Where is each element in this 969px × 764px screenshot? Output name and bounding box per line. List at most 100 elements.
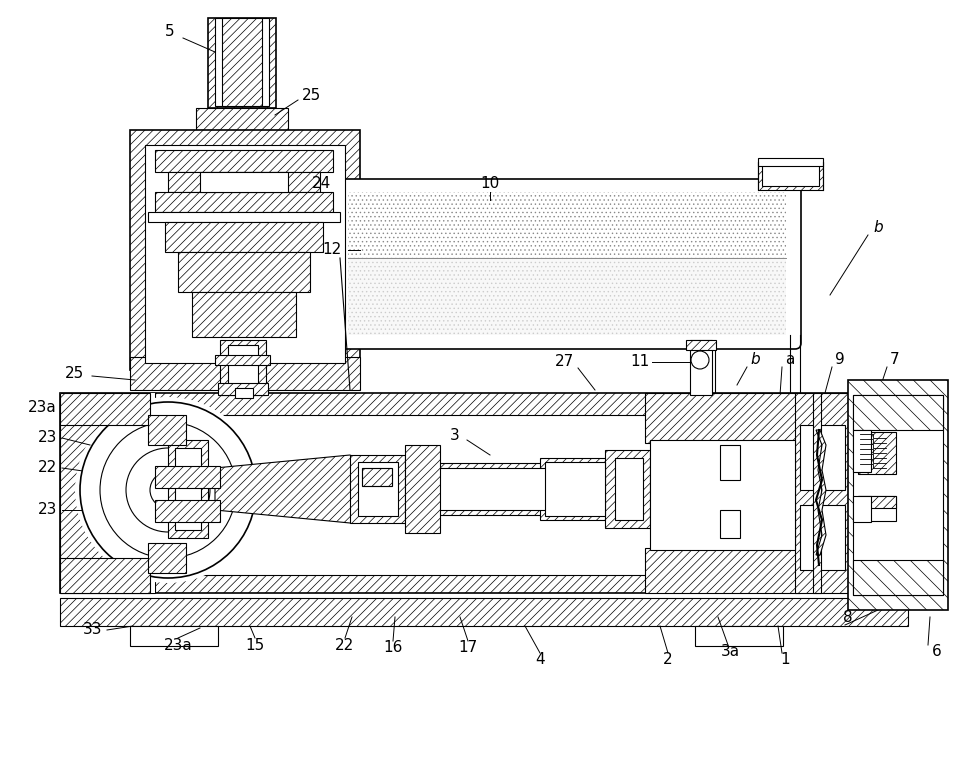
- Text: 23: 23: [39, 503, 58, 517]
- Bar: [60, 393, 150, 425]
- Bar: [695, 626, 783, 646]
- Bar: [853, 496, 871, 522]
- Bar: [645, 393, 800, 443]
- Text: 15: 15: [245, 637, 265, 652]
- Text: 11: 11: [631, 354, 649, 370]
- Bar: [130, 130, 360, 370]
- Circle shape: [150, 472, 186, 508]
- Bar: [222, 18, 262, 106]
- Bar: [540, 458, 610, 520]
- Bar: [686, 340, 716, 350]
- Bar: [155, 500, 220, 522]
- Text: 4: 4: [535, 652, 545, 668]
- Bar: [155, 192, 333, 212]
- Bar: [235, 388, 253, 398]
- Bar: [215, 355, 270, 365]
- Bar: [348, 257, 786, 335]
- Bar: [758, 162, 823, 190]
- Text: 2: 2: [663, 652, 672, 668]
- Bar: [720, 445, 740, 480]
- Bar: [858, 496, 896, 508]
- Text: b: b: [750, 352, 760, 367]
- Text: 9: 9: [835, 352, 845, 367]
- Text: 1: 1: [780, 652, 790, 668]
- Bar: [60, 393, 155, 593]
- Bar: [795, 393, 850, 593]
- Bar: [155, 466, 220, 488]
- Text: 7: 7: [891, 352, 900, 367]
- Bar: [60, 393, 155, 593]
- Bar: [853, 395, 943, 595]
- Text: 23a: 23a: [164, 637, 193, 652]
- Bar: [148, 415, 186, 445]
- Bar: [148, 212, 340, 222]
- Bar: [348, 192, 786, 257]
- Text: 8: 8: [843, 610, 853, 626]
- Bar: [168, 440, 208, 538]
- Bar: [545, 462, 605, 516]
- Bar: [762, 162, 819, 186]
- Bar: [178, 252, 310, 292]
- Bar: [168, 172, 320, 192]
- Bar: [208, 18, 276, 108]
- Bar: [858, 496, 896, 521]
- Bar: [645, 548, 800, 593]
- Bar: [148, 543, 186, 573]
- Text: 16: 16: [384, 640, 403, 656]
- Bar: [165, 222, 323, 252]
- Bar: [60, 598, 908, 626]
- FancyBboxPatch shape: [334, 179, 801, 349]
- Bar: [60, 393, 850, 593]
- Bar: [858, 432, 896, 474]
- Bar: [690, 340, 712, 395]
- Text: 3a: 3a: [720, 645, 739, 659]
- Bar: [605, 450, 650, 528]
- Bar: [130, 626, 218, 646]
- Text: 22: 22: [335, 637, 355, 652]
- Circle shape: [80, 402, 256, 578]
- Bar: [218, 383, 268, 395]
- Bar: [215, 18, 269, 106]
- Text: 10: 10: [481, 176, 500, 190]
- Bar: [196, 108, 288, 130]
- Text: 33: 33: [83, 623, 103, 637]
- Bar: [853, 430, 871, 472]
- Bar: [350, 455, 405, 523]
- Circle shape: [100, 422, 236, 558]
- Bar: [145, 415, 680, 575]
- Circle shape: [75, 397, 261, 583]
- Text: 23a: 23a: [28, 400, 56, 416]
- Bar: [800, 505, 845, 570]
- Bar: [200, 172, 288, 192]
- Bar: [410, 468, 610, 510]
- Text: b: b: [873, 221, 883, 235]
- Bar: [800, 425, 845, 490]
- Text: 25: 25: [302, 88, 322, 102]
- Text: 22: 22: [39, 461, 57, 475]
- Bar: [405, 463, 615, 515]
- Bar: [848, 380, 948, 610]
- Text: 3: 3: [451, 428, 460, 442]
- Bar: [615, 458, 643, 520]
- Text: 23: 23: [39, 430, 58, 445]
- Bar: [813, 393, 821, 593]
- Text: 25: 25: [65, 365, 84, 380]
- Bar: [175, 448, 201, 530]
- Text: 6: 6: [932, 645, 942, 659]
- Circle shape: [691, 351, 709, 369]
- Bar: [358, 462, 398, 516]
- Text: 12: 12: [323, 242, 342, 257]
- Text: 27: 27: [555, 354, 575, 370]
- Circle shape: [126, 448, 210, 532]
- Bar: [192, 292, 296, 337]
- Bar: [362, 468, 392, 486]
- Bar: [155, 150, 333, 172]
- Bar: [220, 340, 266, 395]
- Text: 24: 24: [312, 176, 331, 190]
- Polygon shape: [215, 455, 365, 523]
- Bar: [60, 405, 150, 580]
- Text: 17: 17: [458, 640, 478, 656]
- Bar: [720, 510, 740, 538]
- Bar: [650, 440, 795, 550]
- Bar: [130, 357, 360, 390]
